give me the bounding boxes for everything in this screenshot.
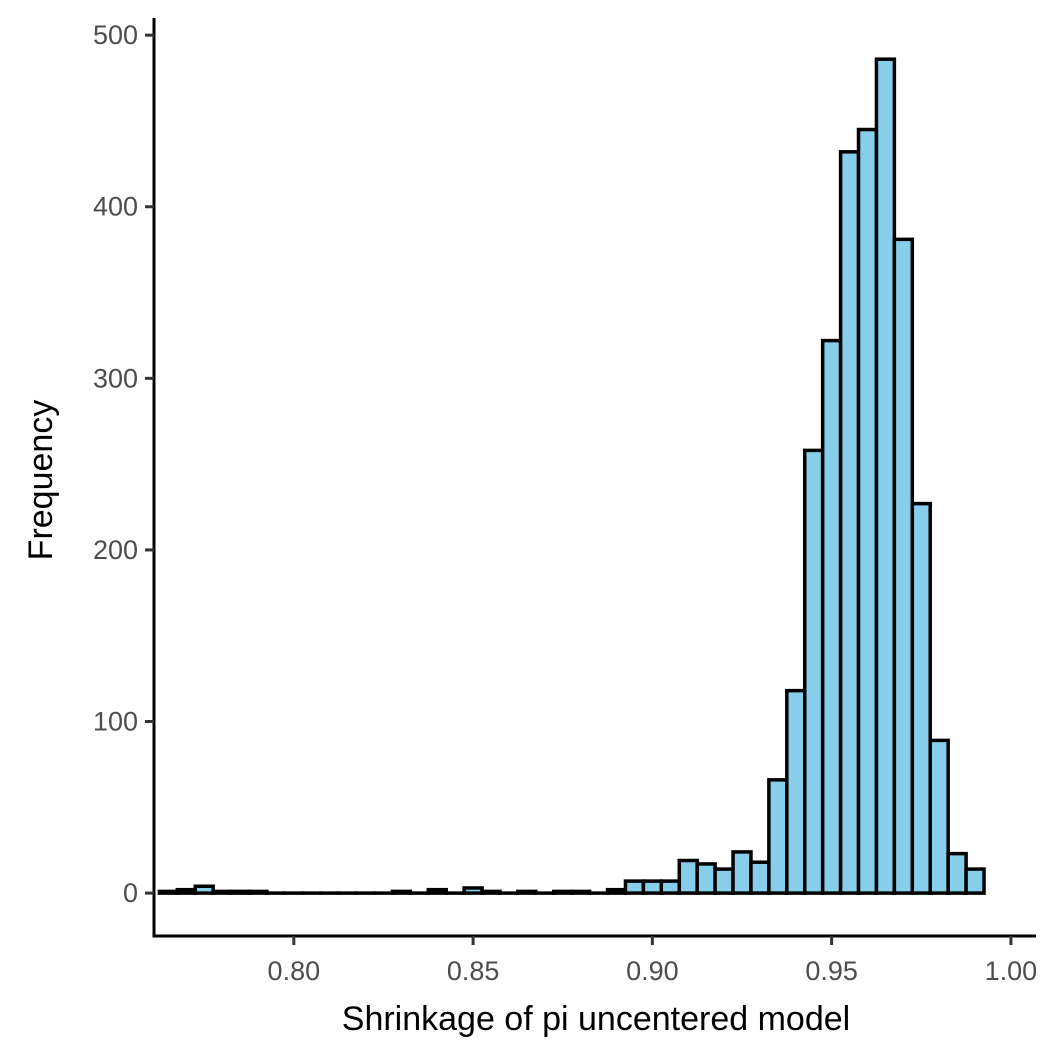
histogram-bar [229,889,251,895]
histogram-bar [946,851,968,895]
x-tick-label: 0.95 [805,956,858,986]
histogram-bar [211,889,233,895]
histogram-bar [964,867,986,895]
histogram-bar [426,887,448,895]
histogram-bar [193,884,215,895]
histogram-bar [802,448,825,895]
bars-group [157,57,986,895]
histogram-bar [749,860,771,895]
histogram-bar [157,889,180,895]
histogram-bar [785,688,807,895]
histogram-bar [820,338,843,895]
histogram-bar [910,501,932,895]
x-tick-label: 1.00 [985,956,1038,986]
histogram-bar [175,887,197,895]
histogram-bar [623,879,646,895]
x-tick-label: 0.85 [447,956,500,986]
y-tick-label: 400 [93,192,138,222]
histogram-bar [731,850,753,895]
histogram-bar [713,867,735,895]
histogram-bar [516,889,538,895]
x-ticks-group: 0.80 0.85 0.90 0.95 1.00 [268,936,1038,986]
y-tick-label: 0 [123,878,138,908]
y-ticks-group: 0 100 200 300 400 500 [93,20,154,908]
histogram-bar [892,237,915,895]
y-tick-label: 500 [93,20,138,50]
histogram-bar [247,889,269,895]
histogram-bar [480,889,502,895]
y-axis-title: Frequency [22,400,60,561]
x-tick-label: 0.90 [626,956,679,986]
histogram-bar [552,889,574,895]
x-tick-label: 0.80 [268,956,321,986]
histogram-bar [605,887,628,895]
histogram-bar [462,886,484,895]
y-tick-label: 200 [93,535,138,565]
histogram-bar [569,889,592,895]
y-tick-label: 300 [93,363,138,393]
y-tick-label: 100 [93,707,138,737]
histogram-bar [928,738,950,895]
histogram-bar [390,889,413,895]
histogram-bar [856,127,879,895]
histogram-bar [874,57,897,895]
histogram-bar [641,879,664,895]
histogram-bar [838,150,861,895]
histogram-bar [695,862,717,895]
x-axis-title: Shrinkage of pi uncentered model [342,1000,850,1038]
histogram-bar [659,879,682,895]
histogram-bar [767,778,789,895]
histogram-bar [677,858,699,895]
